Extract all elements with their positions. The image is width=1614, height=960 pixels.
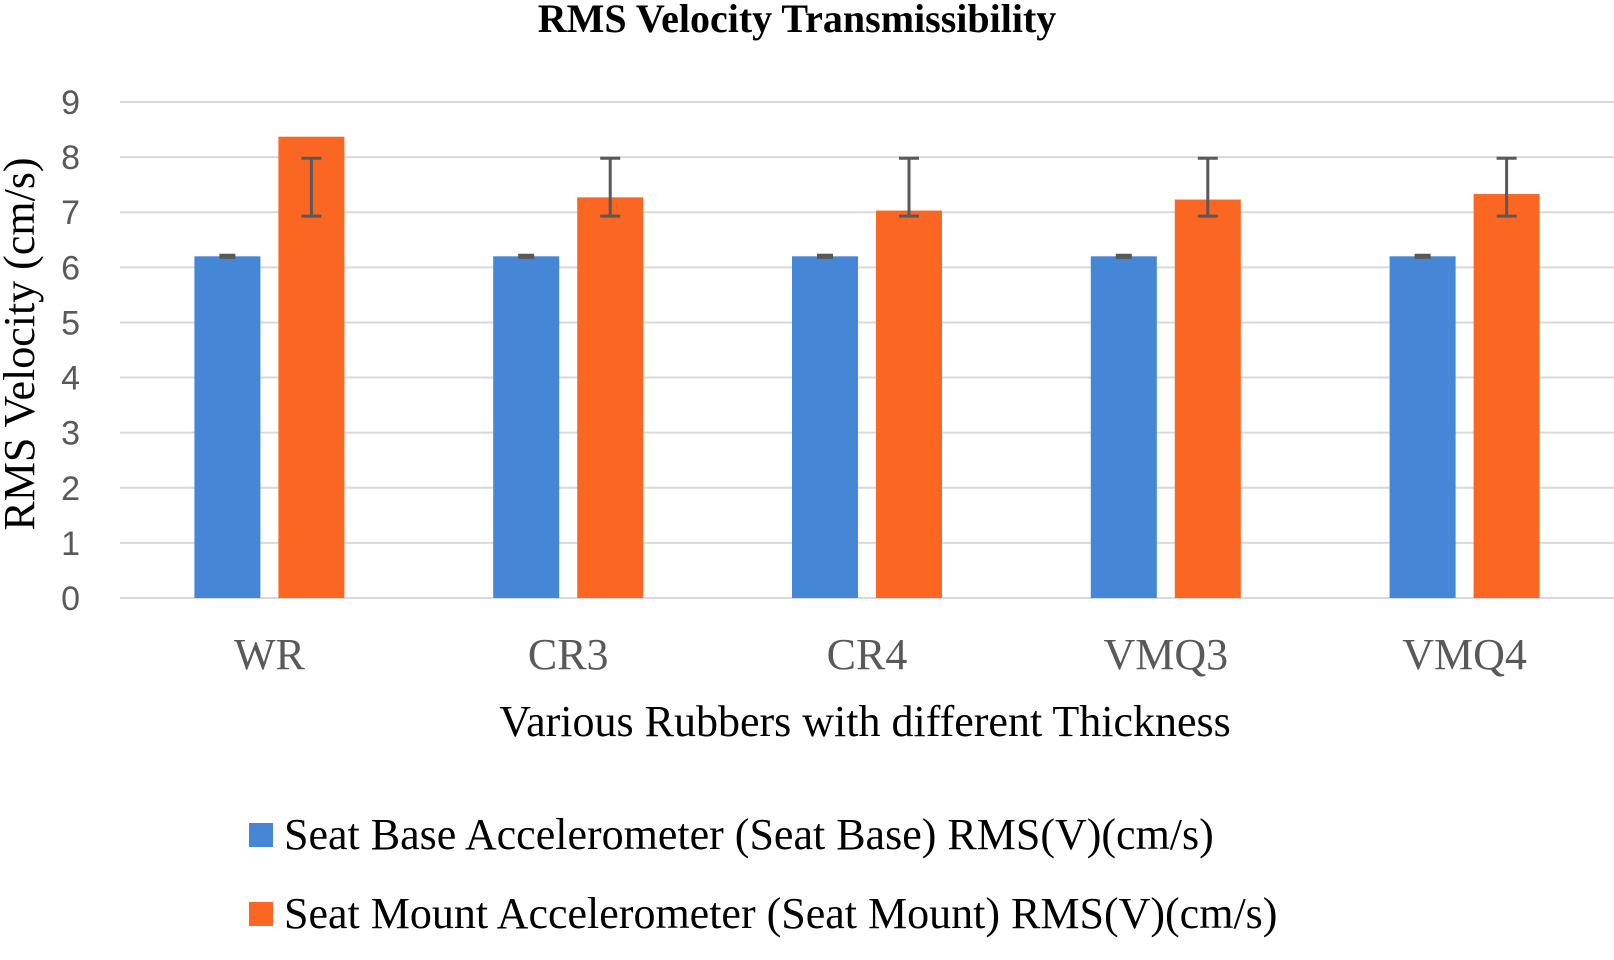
y-tick-label: 3 bbox=[61, 415, 80, 453]
bar-seat-base-wr bbox=[194, 256, 261, 598]
y-axis-ticks: 0 1 2 3 4 5 6 7 8 9 bbox=[61, 84, 80, 618]
bar-seat-mount-cr3 bbox=[577, 197, 644, 598]
bar-seat-mount-vmq3 bbox=[1174, 199, 1241, 598]
legend-swatch bbox=[249, 823, 273, 847]
gridlines bbox=[120, 101, 1614, 599]
legend-label: Seat Mount Accelerometer (Seat Mount) RM… bbox=[284, 889, 1277, 938]
x-tick-label: VMQ3 bbox=[1103, 630, 1228, 679]
y-tick-label: 0 bbox=[61, 580, 80, 618]
x-tick-label: CR3 bbox=[528, 630, 609, 679]
legend-label: Seat Base Accelerometer (Seat Base) RMS(… bbox=[284, 810, 1214, 859]
x-axis-ticks: WR CR3 CR4 VMQ3 VMQ4 bbox=[234, 630, 1527, 679]
legend: Seat Base Accelerometer (Seat Base) RMS(… bbox=[249, 810, 1277, 938]
y-tick-label: 2 bbox=[61, 470, 80, 508]
y-tick-label: 9 bbox=[61, 84, 80, 122]
bar-seat-mount-cr4 bbox=[876, 210, 942, 598]
bar-seat-base-cr4 bbox=[792, 256, 858, 598]
y-tick-label: 1 bbox=[61, 525, 80, 563]
y-tick-label: 7 bbox=[61, 194, 80, 232]
y-tick-label: 5 bbox=[61, 304, 80, 342]
bar-seat-base-vmq4 bbox=[1389, 256, 1456, 598]
x-axis-title: Various Rubbers with different Thickness bbox=[499, 697, 1231, 746]
bar-seat-mount-vmq4 bbox=[1473, 194, 1540, 598]
bar-seat-base-cr3 bbox=[493, 256, 560, 598]
chart-title: RMS Velocity Transmissibility bbox=[538, 0, 1057, 41]
bar-seat-base-vmq3 bbox=[1090, 256, 1157, 598]
bars bbox=[194, 136, 1540, 598]
error-bars bbox=[219, 156, 1517, 259]
y-tick-label: 4 bbox=[61, 360, 80, 398]
legend-swatch bbox=[249, 902, 273, 926]
y-tick-label: 6 bbox=[61, 249, 80, 287]
x-tick-label: CR4 bbox=[827, 630, 908, 679]
y-tick-label: 8 bbox=[61, 139, 80, 177]
x-tick-label: VMQ4 bbox=[1402, 630, 1527, 679]
y-axis-title: RMS Velocity (cm/s) bbox=[0, 157, 44, 530]
x-tick-label: WR bbox=[234, 630, 306, 679]
